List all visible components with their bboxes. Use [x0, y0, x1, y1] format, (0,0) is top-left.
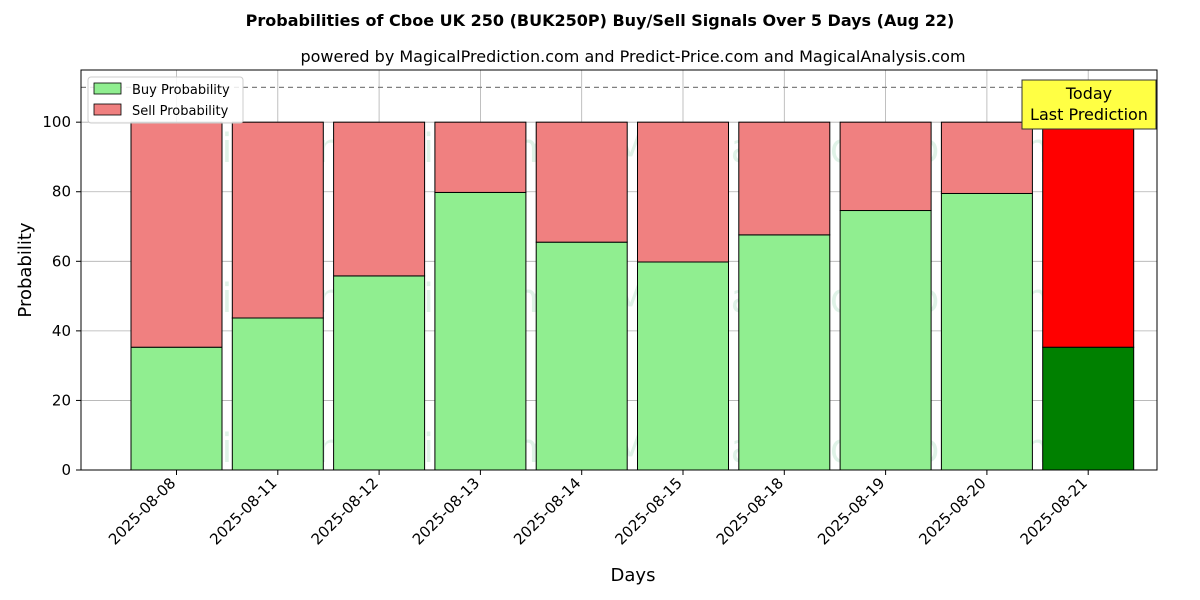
legend-sell-label: Sell Probability: [132, 104, 229, 119]
x-tick-label: 2025-08-14: [510, 474, 584, 548]
x-axis-label: Days: [611, 565, 656, 586]
chart-title: Probabilities of Cboe UK 250 (BUK250P) B…: [246, 11, 955, 30]
buy-bar: [434, 191, 527, 471]
bars: [130, 121, 1135, 471]
legend-sell-swatch: [93, 103, 122, 116]
annotation-box: [1021, 79, 1157, 130]
buy-bar: [535, 241, 628, 471]
sell-bar: [434, 121, 527, 193]
x-tick-label: 2025-08-13: [409, 474, 483, 548]
buy-bar: [1042, 346, 1135, 471]
y-tick-label: 60: [52, 252, 71, 270]
annotation-line-today: Today: [1065, 84, 1112, 103]
buy-bar: [130, 346, 223, 471]
buy-bar: [231, 317, 324, 471]
y-tick-label: 20: [52, 391, 71, 409]
sell-bar: [333, 121, 426, 277]
y-tick-label: 0: [61, 461, 71, 479]
y-tick-label: 40: [52, 322, 71, 340]
sell-bar: [1042, 121, 1135, 348]
sell-bar: [738, 121, 831, 236]
legend-buy-label: Buy Probability: [132, 83, 230, 98]
sell-bar: [839, 121, 932, 212]
y-tick-label: 100: [42, 113, 71, 131]
annotation-line-last-prediction: Last Prediction: [1030, 105, 1148, 124]
x-axis: 2025-08-08 2025-08-11 2025-08-12 2025-08-13…: [105, 470, 1091, 548]
sell-bar: [130, 121, 223, 348]
x-tick-label: 2025-08-08: [105, 474, 179, 548]
sell-bar: [535, 121, 628, 243]
x-tick-label: 2025-08-20: [915, 474, 989, 548]
legend: Buy Probability Sell Probability: [87, 76, 244, 124]
plot-frame: [80, 69, 1158, 471]
sell-bar: [637, 121, 729, 263]
buy-bar: [940, 192, 1033, 471]
buy-bar: [333, 275, 426, 471]
legend-buy-swatch: [93, 82, 122, 95]
sell-bar: [231, 121, 324, 319]
y-axis-label: Probability: [15, 222, 36, 317]
legend-box: [87, 76, 244, 124]
x-tick-label: 2025-08-11: [206, 474, 280, 548]
y-axis: 0 20 40 60 80 100: [42, 113, 81, 479]
x-tick-label: 2025-08-12: [308, 474, 382, 548]
buy-bar: [637, 261, 729, 471]
today-annotation: Today Last Prediction: [1021, 79, 1157, 130]
sell-bar: [940, 121, 1033, 194]
x-tick-label: 2025-08-18: [713, 474, 787, 548]
chart-subtitle: powered by MagicalPrediction.com and Pre…: [300, 47, 965, 66]
x-tick-label: 2025-08-21: [1017, 474, 1091, 548]
y-tick-label: 80: [52, 183, 71, 201]
x-tick-label: 2025-08-19: [814, 474, 888, 548]
buy-bar: [738, 234, 831, 471]
buy-bar: [839, 210, 932, 471]
x-tick-label: 2025-08-15: [611, 474, 685, 548]
